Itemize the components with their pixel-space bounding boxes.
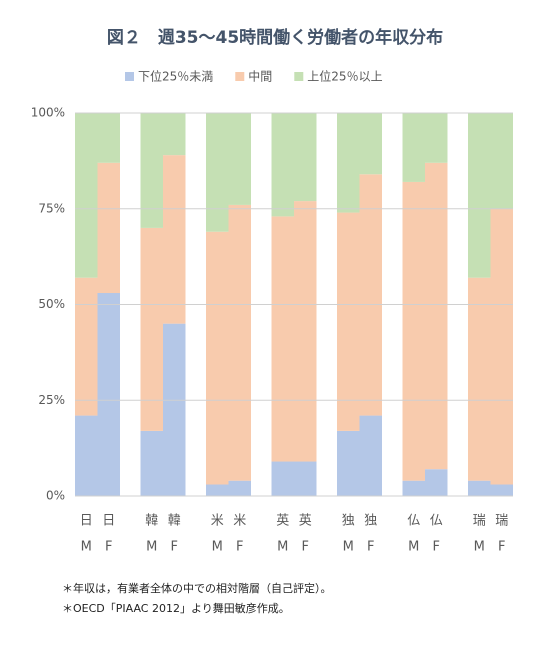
bar-segment: [337, 212, 360, 431]
bar-segment: [425, 162, 448, 470]
bar-segment: [402, 181, 425, 481]
x-tick-sublabel: F: [171, 540, 178, 555]
bar-segment: [294, 461, 317, 496]
legend-label: 中間: [248, 69, 272, 84]
x-tick-label: 仏: [430, 514, 443, 529]
bar-segment: [359, 415, 382, 496]
x-tick-sublabel: F: [105, 540, 112, 555]
bar-segment: [206, 113, 229, 232]
bar-segment: [294, 113, 317, 202]
bar-segment: [359, 113, 382, 175]
bar-segment: [490, 208, 513, 485]
x-tick-sublabel: M: [81, 540, 92, 555]
bar-segment: [271, 216, 294, 462]
x-tick-label: 英: [299, 514, 312, 529]
x-tick-label: 日: [102, 514, 115, 529]
note: ＊OECD「PIAAC 2012」より舞田敏彦作成。: [62, 601, 290, 615]
bar-segment: [490, 484, 513, 496]
bar-segment: [140, 430, 163, 496]
bar-segment: [468, 480, 491, 496]
x-tick-sublabel: M: [474, 540, 485, 555]
bar-segment: [337, 113, 360, 213]
bar-segment: [206, 484, 229, 496]
x-tick-label: 独: [364, 514, 377, 529]
x-tick-label: 仏: [407, 514, 420, 529]
bar-segment: [75, 277, 98, 416]
bar-segment: [163, 155, 186, 324]
bar-segment: [490, 113, 513, 209]
bar-segment: [75, 113, 98, 278]
bar-segment: [228, 204, 251, 481]
x-tick-label: 英: [276, 514, 289, 529]
x-tick-label: 独: [342, 514, 355, 529]
bar-segment: [468, 277, 491, 481]
x-tick-label: 日: [80, 514, 93, 529]
bar-segment: [337, 430, 360, 496]
y-tick-label: 75%: [38, 201, 65, 215]
bar-segment: [425, 113, 448, 163]
x-tick-sublabel: F: [302, 540, 309, 555]
bar-segment: [97, 113, 120, 163]
bar-segment: [163, 113, 186, 156]
bar-segment: [271, 461, 294, 496]
legend-label: 上位25％以上: [307, 69, 382, 84]
x-tick-label: 韓: [168, 514, 181, 529]
x-tick-sublabel: F: [433, 540, 440, 555]
y-tick-label: 100%: [31, 106, 65, 120]
bar-segment: [468, 113, 491, 278]
y-tick-label: 50%: [38, 297, 65, 311]
x-tick-label: 韓: [145, 514, 158, 529]
legend-swatch: [294, 72, 304, 81]
bar-segment: [206, 231, 229, 485]
bar-segment: [140, 227, 163, 431]
x-tick-label: 瑞: [473, 514, 486, 529]
bar-segment: [425, 469, 448, 496]
x-tick-label: 米: [233, 514, 246, 529]
bar-segment: [163, 323, 186, 496]
x-tick-label: 瑞: [495, 514, 508, 529]
legend-label: 下位25％未満: [138, 69, 213, 84]
y-tick-label: 0%: [46, 489, 65, 503]
x-tick-sublabel: F: [236, 540, 243, 555]
legend-swatch: [125, 72, 134, 81]
y-tick-label: 25%: [38, 393, 65, 407]
bar-segment: [97, 293, 120, 496]
legend-swatch: [235, 72, 245, 81]
bar-segment: [97, 162, 120, 294]
chart-title: 図２ 週35～45時間働く労働者の年収分布: [107, 27, 443, 48]
bar-segment: [294, 201, 317, 462]
x-tick-sublabel: M: [408, 540, 419, 555]
x-tick-sublabel: F: [498, 540, 505, 555]
x-tick-sublabel: M: [343, 540, 354, 555]
bar-segment: [75, 415, 98, 496]
bar-segment: [402, 480, 425, 496]
bar-segment: [359, 174, 382, 416]
note: ＊年収は，有業者全体の中での相対階層（自己評定）。: [62, 581, 332, 595]
bar-segment: [271, 113, 294, 217]
x-tick-label: 米: [211, 514, 224, 529]
x-tick-sublabel: F: [367, 540, 374, 555]
x-tick-sublabel: M: [146, 540, 157, 555]
x-tick-sublabel: M: [277, 540, 288, 555]
bar-segment: [228, 480, 251, 496]
x-tick-sublabel: M: [212, 540, 223, 555]
bar-segment: [402, 113, 425, 182]
bar-segment: [228, 113, 251, 205]
bar-segment: [140, 113, 163, 228]
